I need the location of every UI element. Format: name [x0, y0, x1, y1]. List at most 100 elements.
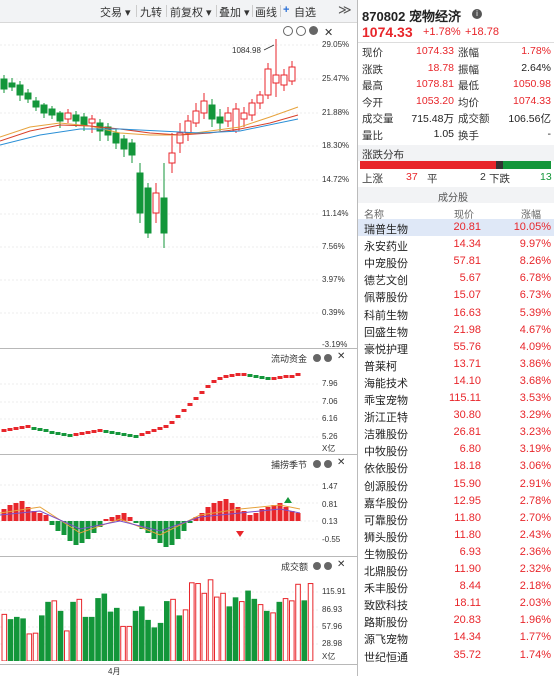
y-tick: 25.47% — [322, 74, 350, 83]
constituent-row[interactable]: 嘉华股份 12.95 2.78% — [358, 493, 554, 510]
add-watchlist-button[interactable]: 自选 — [294, 7, 316, 19]
gear-icon[interactable] — [324, 354, 332, 362]
field-label: 最高 — [362, 80, 383, 92]
stock-price: 11.80 — [454, 528, 481, 541]
close-icon[interactable]: ✕ — [337, 457, 346, 468]
indicator-title: 捕捞季节 — [271, 460, 308, 470]
candle-body — [136, 172, 144, 214]
draw-line-button[interactable]: 画线 — [255, 7, 277, 19]
trade-menu[interactable]: 交易 ▾ — [100, 7, 131, 19]
volume-bar — [70, 601, 76, 661]
constituent-row[interactable]: 中宠股份 57.81 8.26% — [358, 253, 554, 270]
field-label: 量比 — [362, 129, 383, 142]
volume-bar — [145, 619, 151, 661]
constituent-row[interactable]: 禾丰股份 8.44 2.18% — [358, 578, 554, 595]
constituent-row[interactable]: 世纪恒通 35.72 1.74% — [358, 647, 554, 664]
gear-icon[interactable] — [313, 460, 321, 468]
constituent-row[interactable]: 狮头股份 11.80 2.43% — [358, 527, 554, 544]
constituent-row[interactable]: 回盛生物 21.98 4.67% — [358, 322, 554, 339]
max-price-label: 1084.98 — [232, 46, 261, 55]
overlay-menu[interactable]: 叠加 ▾ — [219, 7, 250, 19]
gear-icon[interactable] — [313, 354, 321, 362]
plus-icon[interactable]: + — [283, 4, 290, 16]
candle-body — [240, 112, 248, 120]
kline-chart[interactable]: 1084.98 — [0, 23, 318, 348]
constituent-row[interactable]: 生物股份 6.93 2.36% — [358, 544, 554, 561]
flow-mark — [127, 434, 133, 437]
gear-icon[interactable] — [313, 562, 321, 570]
close-icon[interactable]: ✕ — [337, 351, 346, 362]
flow-mark — [91, 430, 97, 433]
y-tick: 28.98 — [322, 639, 343, 648]
candle-body — [24, 92, 32, 100]
constituent-row[interactable]: 海能技术 14.10 3.68% — [358, 373, 554, 390]
constituent-row[interactable]: 普莱柯 13.71 3.86% — [358, 356, 554, 373]
adjust-menu[interactable]: 前复权 ▾ — [170, 7, 212, 19]
constituent-row[interactable]: 德艺文创 5.67 6.78% — [358, 270, 554, 287]
col-price-header[interactable]: 现价 — [454, 210, 474, 221]
volume-bar — [164, 601, 170, 661]
volume-bar — [114, 607, 120, 661]
gear-icon[interactable] — [309, 26, 318, 35]
close-icon[interactable]: ✕ — [337, 559, 346, 570]
distribution-up-segment — [360, 161, 496, 169]
indicator-chart[interactable] — [0, 455, 318, 556]
fund-flow-chart[interactable] — [0, 349, 318, 454]
constituent-row[interactable]: 创源股份 15.90 2.91% — [358, 476, 554, 493]
volume-bar — [301, 600, 308, 661]
field-label: 现价 — [362, 47, 383, 59]
stock-name: 中牧股份 — [364, 446, 408, 459]
stock-change: 3.23% — [519, 426, 551, 439]
minus-circle-icon[interactable] — [296, 26, 306, 36]
volume-chart[interactable] — [0, 557, 318, 661]
candle-body — [8, 82, 16, 88]
constituent-row[interactable]: 路斯股份 20.83 1.96% — [358, 612, 554, 629]
flow-mark — [163, 425, 169, 428]
candle-body — [176, 132, 184, 144]
more-icon[interactable]: ≫ — [338, 2, 352, 17]
field-label: 换手 — [458, 129, 479, 142]
flow-mark — [253, 375, 259, 378]
stock-change: 6.73% — [519, 289, 551, 302]
stock-price: 57.81 — [453, 255, 481, 268]
constituent-row[interactable]: 豪悦护理 55.76 4.09% — [358, 339, 554, 356]
column-headers: 名称 现价 涨幅 — [358, 204, 554, 221]
constituent-row[interactable]: 科前生物 16.63 5.39% — [358, 305, 554, 322]
y-tick: 0.39% — [322, 308, 345, 317]
stock-price: 115.11 — [448, 392, 481, 404]
volume-bar — [170, 598, 176, 661]
constituent-row[interactable]: 洁雅股份 26.81 3.23% — [358, 424, 554, 441]
indicator-bar — [229, 503, 235, 521]
close-icon[interactable]: ✕ — [324, 27, 334, 39]
candle-body — [200, 100, 208, 114]
constituent-row[interactable]: 北鼎股份 11.90 2.32% — [358, 561, 554, 578]
volume-bar — [157, 622, 164, 661]
constituent-row[interactable]: 佩蒂股份 15.07 6.73% — [358, 287, 554, 304]
constituent-row[interactable]: 源飞宠物 14.34 1.77% — [358, 629, 554, 646]
constituent-row[interactable]: 依依股份 18.18 3.06% — [358, 458, 554, 475]
field-value: - — [547, 127, 552, 140]
col-name-header[interactable]: 名称 — [364, 210, 384, 221]
plus-circle-icon[interactable] — [283, 26, 293, 36]
constituent-row[interactable]: 瑞普生物 20.81 10.05% — [358, 219, 554, 236]
indicator-bar — [295, 513, 301, 521]
nine-turn-button[interactable]: 九转 — [140, 7, 162, 19]
constituent-row[interactable]: 乖宝宠物 115.11 3.53% — [358, 390, 554, 407]
indicator-bar — [73, 521, 79, 545]
gear-icon[interactable] — [324, 460, 332, 468]
gear-icon[interactable] — [324, 562, 332, 570]
constituent-row[interactable]: 致欧科技 18.11 2.03% — [358, 595, 554, 612]
constituent-row[interactable]: 浙江正特 30.80 3.29% — [358, 407, 554, 424]
flow-mark — [31, 427, 37, 430]
flow-mark — [175, 415, 181, 418]
volume-bar — [20, 618, 26, 661]
constituent-row[interactable]: 永安药业 14.34 9.97% — [358, 236, 554, 253]
col-change-header[interactable]: 涨幅 — [521, 210, 541, 221]
constituent-row[interactable]: 可靠股份 11.80 2.70% — [358, 510, 554, 527]
info-icon[interactable]: i — [472, 9, 482, 19]
constituent-row[interactable]: 中牧股份 6.80 3.19% — [358, 441, 554, 458]
y-tick: 0.13 — [322, 517, 338, 526]
flow-mark — [109, 431, 115, 434]
stock-change: 3.53% — [519, 392, 551, 404]
flow-mark — [193, 397, 199, 400]
